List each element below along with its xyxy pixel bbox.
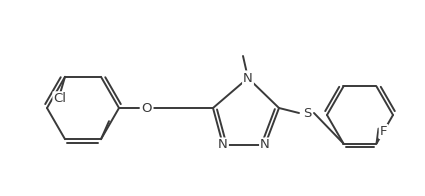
Text: N: N (218, 139, 228, 152)
Text: Cl: Cl (54, 92, 66, 105)
Text: S: S (303, 106, 311, 120)
Text: N: N (260, 139, 270, 152)
Text: O: O (142, 102, 152, 114)
Text: N: N (243, 72, 253, 84)
Text: F: F (380, 125, 387, 138)
